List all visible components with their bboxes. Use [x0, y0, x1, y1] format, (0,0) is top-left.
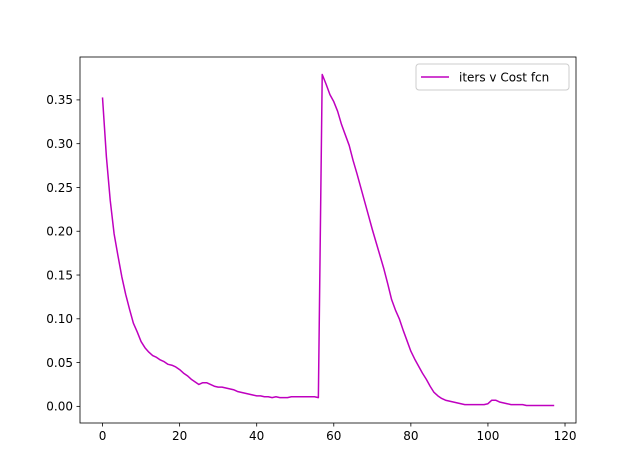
y-tick-label: 0.25	[46, 181, 73, 195]
x-tick-label: 60	[326, 429, 341, 443]
y-tick-label: 0.35	[46, 93, 73, 107]
legend-box	[415, 63, 570, 91]
legend-label: iters v Cost fcn	[459, 71, 549, 85]
y-tick-label: 0.10	[46, 312, 73, 326]
x-tick-label: 0	[99, 429, 107, 443]
series-line-0	[101, 73, 555, 407]
legend: iters v Cost fcn	[415, 63, 570, 91]
x-axis: 0 20 40 60 80 100 120	[99, 423, 577, 443]
x-tick-label: 80	[403, 429, 418, 443]
x-tick-label: 100	[476, 429, 499, 443]
plot-area	[79, 56, 577, 424]
x-tick-label: 40	[249, 429, 264, 443]
y-tick-label: 0.20	[46, 225, 73, 239]
x-tick-label: 20	[172, 429, 187, 443]
y-tick-label: 0.00	[46, 400, 73, 414]
y-axis: 0.00 0.05 0.10 0.15 0.20 0.25 0.30 0.35	[46, 93, 80, 414]
axes-frame	[79, 56, 577, 424]
x-tick-label: 120	[554, 429, 577, 443]
y-tick-label: 0.30	[46, 137, 73, 151]
y-tick-label: 0.05	[46, 356, 73, 370]
y-tick-label: 0.15	[46, 268, 73, 282]
